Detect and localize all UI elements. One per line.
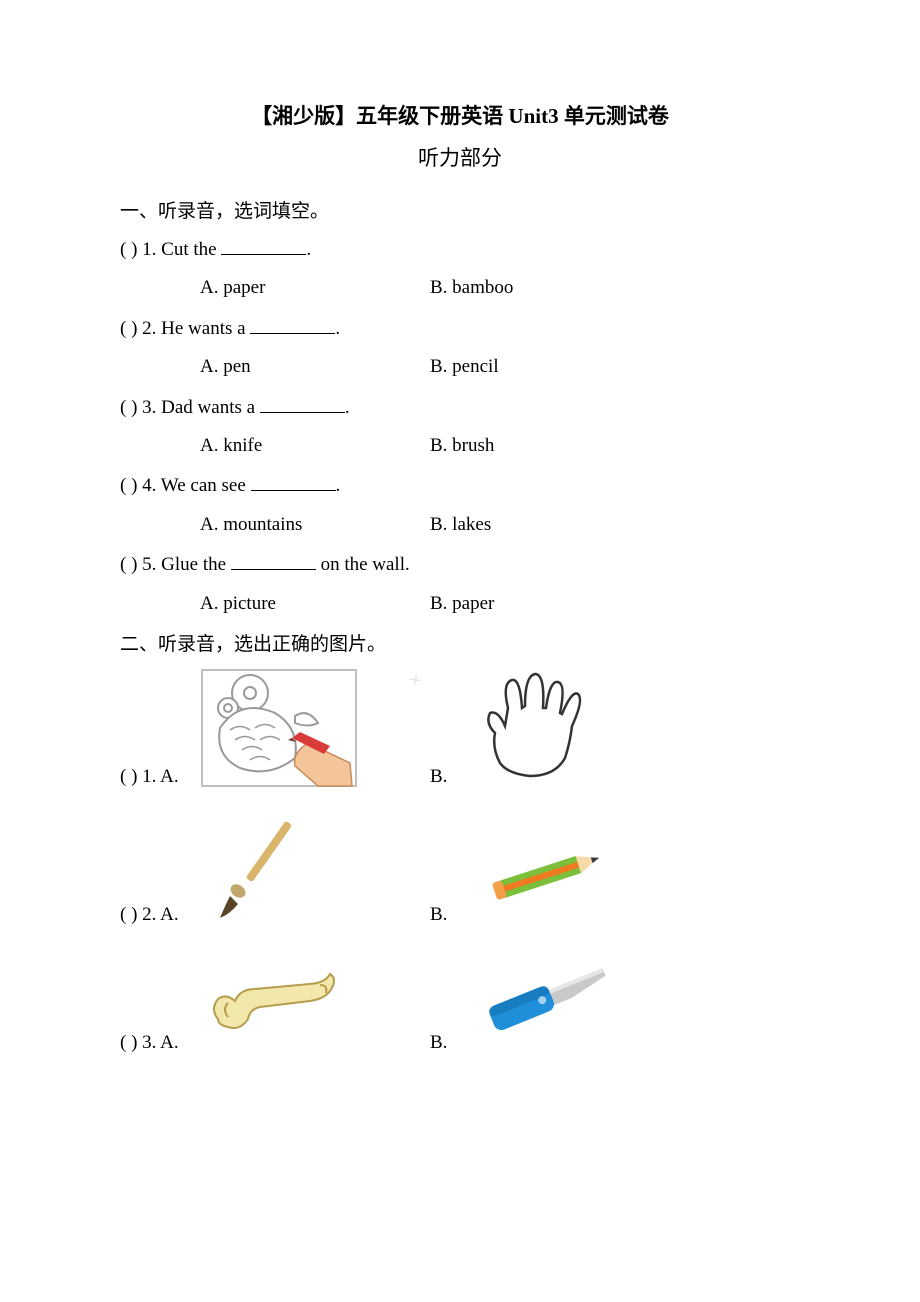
image-label-a: ( ) 3. A. [120,1032,200,1054]
question-prefix: ( ) 4. We can see [120,475,251,496]
image-question-row: ( ) 3. A. B. [120,944,800,1054]
brush-icon [200,806,320,926]
section1-questions: ( ) 1. Cut the . A. paperB. bamboo ( ) 2. … [120,235,800,619]
question-prefix: ( ) 3. Dad wants a [120,397,260,418]
image-option-a [200,806,430,926]
image-option-b [470,944,800,1054]
image-question-row: ( ) 2. A. B. [120,806,800,926]
question-suffix: . [335,318,340,339]
title-rest-a: 五年级下册英语 [356,104,508,128]
option-a: A. picture [120,589,430,619]
pencil-icon [470,826,610,926]
question-line: ( ) 3. Dad wants a . [120,393,800,423]
drawing-fish-icon [200,668,358,788]
question-suffix: . [306,239,311,260]
fill-blank[interactable] [231,555,316,570]
option-a: A. paper [120,273,430,303]
image-label-a: ( ) 1. A. [120,766,200,788]
option-b: B. brush [430,431,800,461]
page-subtitle: 听力部分 [120,142,800,172]
section2-rows: ( ) 1. A. B. ( ) 2. A. B. [120,668,800,1054]
paper-scroll-icon [200,949,350,1054]
question-line: ( ) 5. Glue the on the wall. [120,550,800,580]
hand-outline-icon [470,668,600,788]
image-option-b [470,826,800,926]
fill-blank[interactable] [250,319,335,334]
image-label-a: ( ) 2. A. [120,904,200,926]
title-bracket: 【湘少版】 [251,104,356,128]
option-b: B. paper [430,589,800,619]
question-line: ( ) 1. Cut the . [120,235,800,265]
image-label-b: B. [430,904,470,926]
section2-header: 二、听录音，选出正确的图片。 [120,629,800,656]
image-question-row: ( ) 1. A. B. [120,668,800,788]
question-line: ( ) 2. He wants a . [120,314,800,344]
option-b: B. pencil [430,352,800,382]
option-a: A. knife [120,431,430,461]
image-label-b: B. [430,1032,470,1054]
options-row: A. paperB. bamboo [120,273,800,303]
title-unit: Unit3 [508,104,558,128]
option-b: B. bamboo [430,273,800,303]
fill-blank[interactable] [260,398,345,413]
image-option-b [470,668,800,788]
title-rest-b: 单元测试卷 [559,104,669,128]
option-a: A. pen [120,352,430,382]
options-row: A. knifeB. brush [120,431,800,461]
options-row: A. mountainsB. lakes [120,510,800,540]
question-prefix: ( ) 1. Cut the [120,239,221,260]
fill-blank[interactable] [221,240,306,255]
knife-icon [470,944,620,1054]
section1-header: 一、听录音，选词填空。 [120,196,800,223]
image-option-a [200,949,430,1054]
question-prefix: ( ) 2. He wants a [120,318,250,339]
options-row: A. penB. pencil [120,352,800,382]
option-b: B. lakes [430,510,800,540]
question-suffix: on the wall. [316,554,410,575]
question-line: ( ) 4. We can see . [120,471,800,501]
image-label-b: B. [430,766,470,788]
page-title: 【湘少版】五年级下册英语 Unit3 单元测试卷 [120,100,800,130]
question-prefix: ( ) 5. Glue the [120,554,231,575]
image-option-a [200,668,430,788]
question-suffix: . [345,397,350,418]
options-row: A. pictureB. paper [120,589,800,619]
fill-blank[interactable] [251,476,336,491]
question-suffix: . [336,475,341,496]
option-a: A. mountains [120,510,430,540]
